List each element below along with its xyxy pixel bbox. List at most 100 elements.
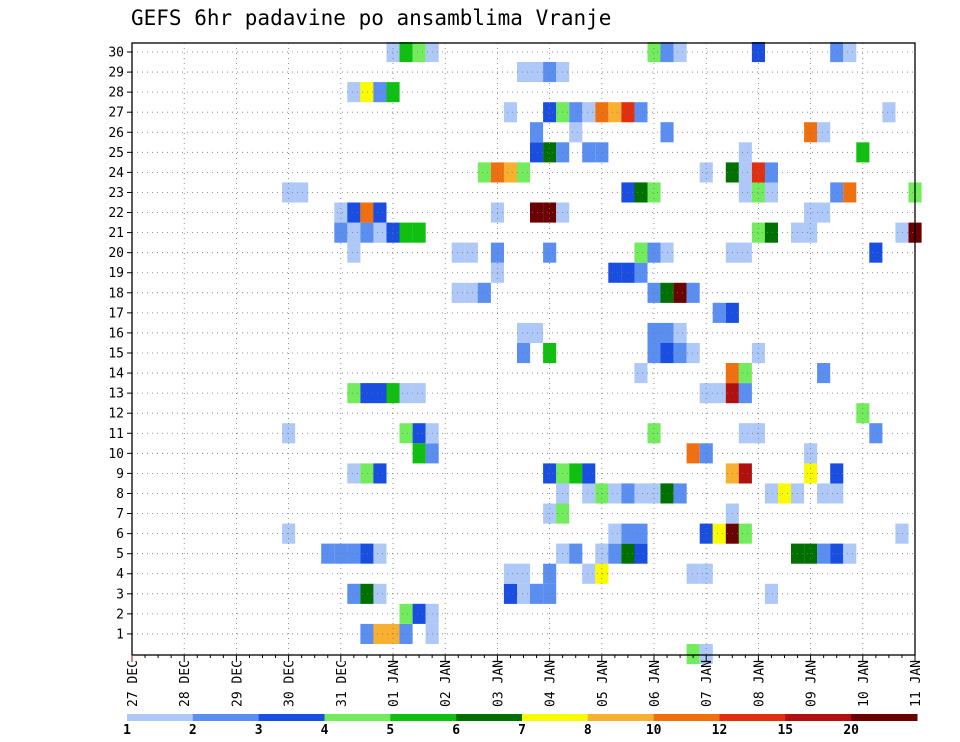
heatmap-cell (673, 42, 687, 63)
y-tick-label: 30 (108, 46, 124, 61)
x-tick-label: 27 DEC (126, 660, 141, 707)
heatmap-cell (477, 162, 491, 183)
heatmap-cell (517, 322, 531, 343)
x-tick-label: 04 JAN (544, 660, 559, 707)
colorbar-label: 2 (189, 723, 197, 738)
y-tick-label: 15 (108, 347, 124, 362)
y-tick-label: 19 (108, 266, 124, 281)
y-tick-label: 3 (116, 587, 124, 602)
heatmap-cell (738, 162, 752, 183)
heatmap-cell (360, 222, 374, 243)
heatmap-cell (282, 182, 296, 203)
heatmap-cell (451, 282, 465, 303)
heatmap-cell (804, 222, 818, 243)
heatmap-cell (582, 463, 596, 484)
heatmap-cell (647, 322, 661, 343)
heatmap-cell (751, 42, 765, 63)
heatmap-cell (608, 262, 622, 283)
y-tick-label: 28 (108, 86, 124, 101)
heatmap-cell (804, 202, 818, 223)
heatmap-cell (673, 322, 687, 343)
heatmap-cell (503, 563, 517, 584)
heatmap-cell (334, 202, 348, 223)
x-tick-label: 08 JAN (752, 660, 767, 707)
colorbar-swatch (127, 714, 194, 721)
heatmap-cell (817, 543, 831, 564)
heatmap-cell (751, 182, 765, 203)
heatmap-cell (647, 182, 661, 203)
heatmap-cell (360, 463, 374, 484)
colorbar-label: 5 (386, 723, 394, 738)
heatmap-cell (464, 242, 478, 263)
colorbar: 1 2 3 4 5 6 7 8 10 12 15 20 (123, 714, 918, 738)
heatmap-cell (712, 302, 726, 323)
heatmap-cell (386, 222, 400, 243)
heatmap-cell (503, 162, 517, 183)
colorbar-swatch (785, 714, 852, 721)
heatmap-cell (843, 42, 857, 63)
heatmap-cell (373, 82, 387, 103)
heatmap-cell (843, 182, 857, 203)
heatmap-cell (738, 523, 752, 544)
colorbar-swatch (522, 714, 589, 721)
x-tick-label: 31 DEC (335, 660, 350, 707)
y-tick-label: 23 (108, 186, 124, 201)
heatmap-cell (634, 523, 648, 544)
colorbar-label: 12 (712, 723, 728, 738)
heatmap-cell (738, 142, 752, 163)
heatmap-cell (817, 483, 831, 504)
colorbar-label: 4 (321, 723, 329, 738)
x-tick-label: 01 JAN (387, 660, 402, 707)
y-tick-label: 20 (108, 246, 124, 261)
heatmap-cell (399, 603, 413, 624)
heatmap-cell (569, 463, 583, 484)
heatmap-cell (595, 102, 609, 123)
y-tick-label: 6 (116, 527, 124, 542)
colorbar-swatch (390, 714, 457, 721)
heatmap-cell (817, 202, 831, 223)
y-tick-label: 17 (108, 306, 124, 321)
heatmap-cell (738, 463, 752, 484)
x-tick-label: 07 JAN (700, 660, 715, 707)
heatmap-cell (634, 102, 648, 123)
heatmap-cell (386, 82, 400, 103)
heatmap-cell (517, 563, 531, 584)
heatmap-cell (347, 383, 361, 404)
heatmap-cell (712, 523, 726, 544)
heatmap-cell (373, 383, 387, 404)
heatmap-cell (399, 383, 413, 404)
heatmap-cell (295, 182, 309, 203)
colorbar-label: 20 (843, 723, 859, 738)
heatmap-cell (712, 383, 726, 404)
heatmap-cell (347, 242, 361, 263)
y-tick-label: 11 (108, 427, 124, 442)
heatmap-cell (373, 543, 387, 564)
y-tick-label: 29 (108, 66, 124, 81)
heatmap-cell (347, 463, 361, 484)
heatmap-cell (399, 423, 413, 444)
y-tick-label: 12 (108, 407, 124, 422)
y-tick-label: 8 (116, 487, 124, 502)
heatmap-cell (895, 222, 909, 243)
heatmap-cell (582, 102, 596, 123)
heatmap-cell (517, 583, 531, 604)
colorbar-label: 15 (777, 723, 793, 738)
heatmap-cell (673, 282, 687, 303)
y-tick-label: 18 (108, 286, 124, 301)
heatmap-cell (530, 322, 544, 343)
heatmap-cell (686, 343, 700, 364)
heatmap-cell (373, 463, 387, 484)
heatmap-cell (804, 122, 818, 143)
heatmap-cell (882, 102, 896, 123)
heatmap-cell (647, 282, 661, 303)
heatmap-cell (347, 202, 361, 223)
heatmap-cell (412, 603, 426, 624)
y-tick-label: 9 (116, 467, 124, 482)
x-tick-label: 03 JAN (491, 660, 506, 707)
colorbar-label: 3 (255, 723, 263, 738)
x-tick-label: 10 JAN (857, 660, 872, 707)
heatmap-cell (530, 122, 544, 143)
heatmap-cell (517, 162, 531, 183)
heatmap-cell (738, 242, 752, 263)
colorbar-swatch (456, 714, 523, 721)
